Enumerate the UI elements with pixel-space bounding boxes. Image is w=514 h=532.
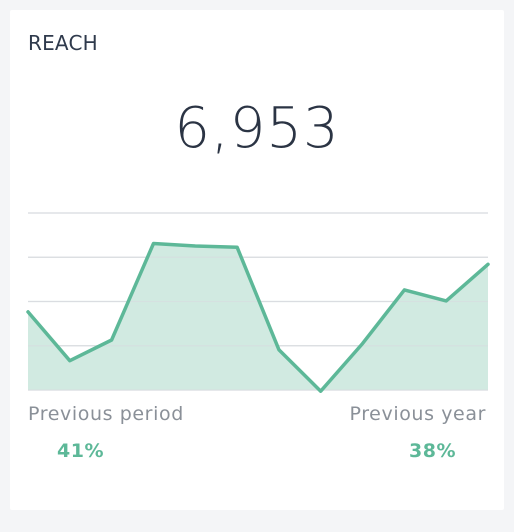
previous-period-label: Previous period — [28, 403, 184, 425]
previous-year-label: Previous year — [349, 403, 486, 425]
series-line — [26, 241, 490, 393]
reach-value: 6,953 — [174, 96, 340, 161]
previous-period-value: 41% — [57, 440, 104, 462]
widget-title: REACH — [28, 31, 98, 55]
reach-widget-card: REACH 6,953 Previous period 41% Previous… — [10, 10, 504, 510]
previous-year-value: 38% — [409, 440, 456, 462]
reach-sparkline — [26, 212, 490, 393]
area-fill — [28, 243, 488, 392]
